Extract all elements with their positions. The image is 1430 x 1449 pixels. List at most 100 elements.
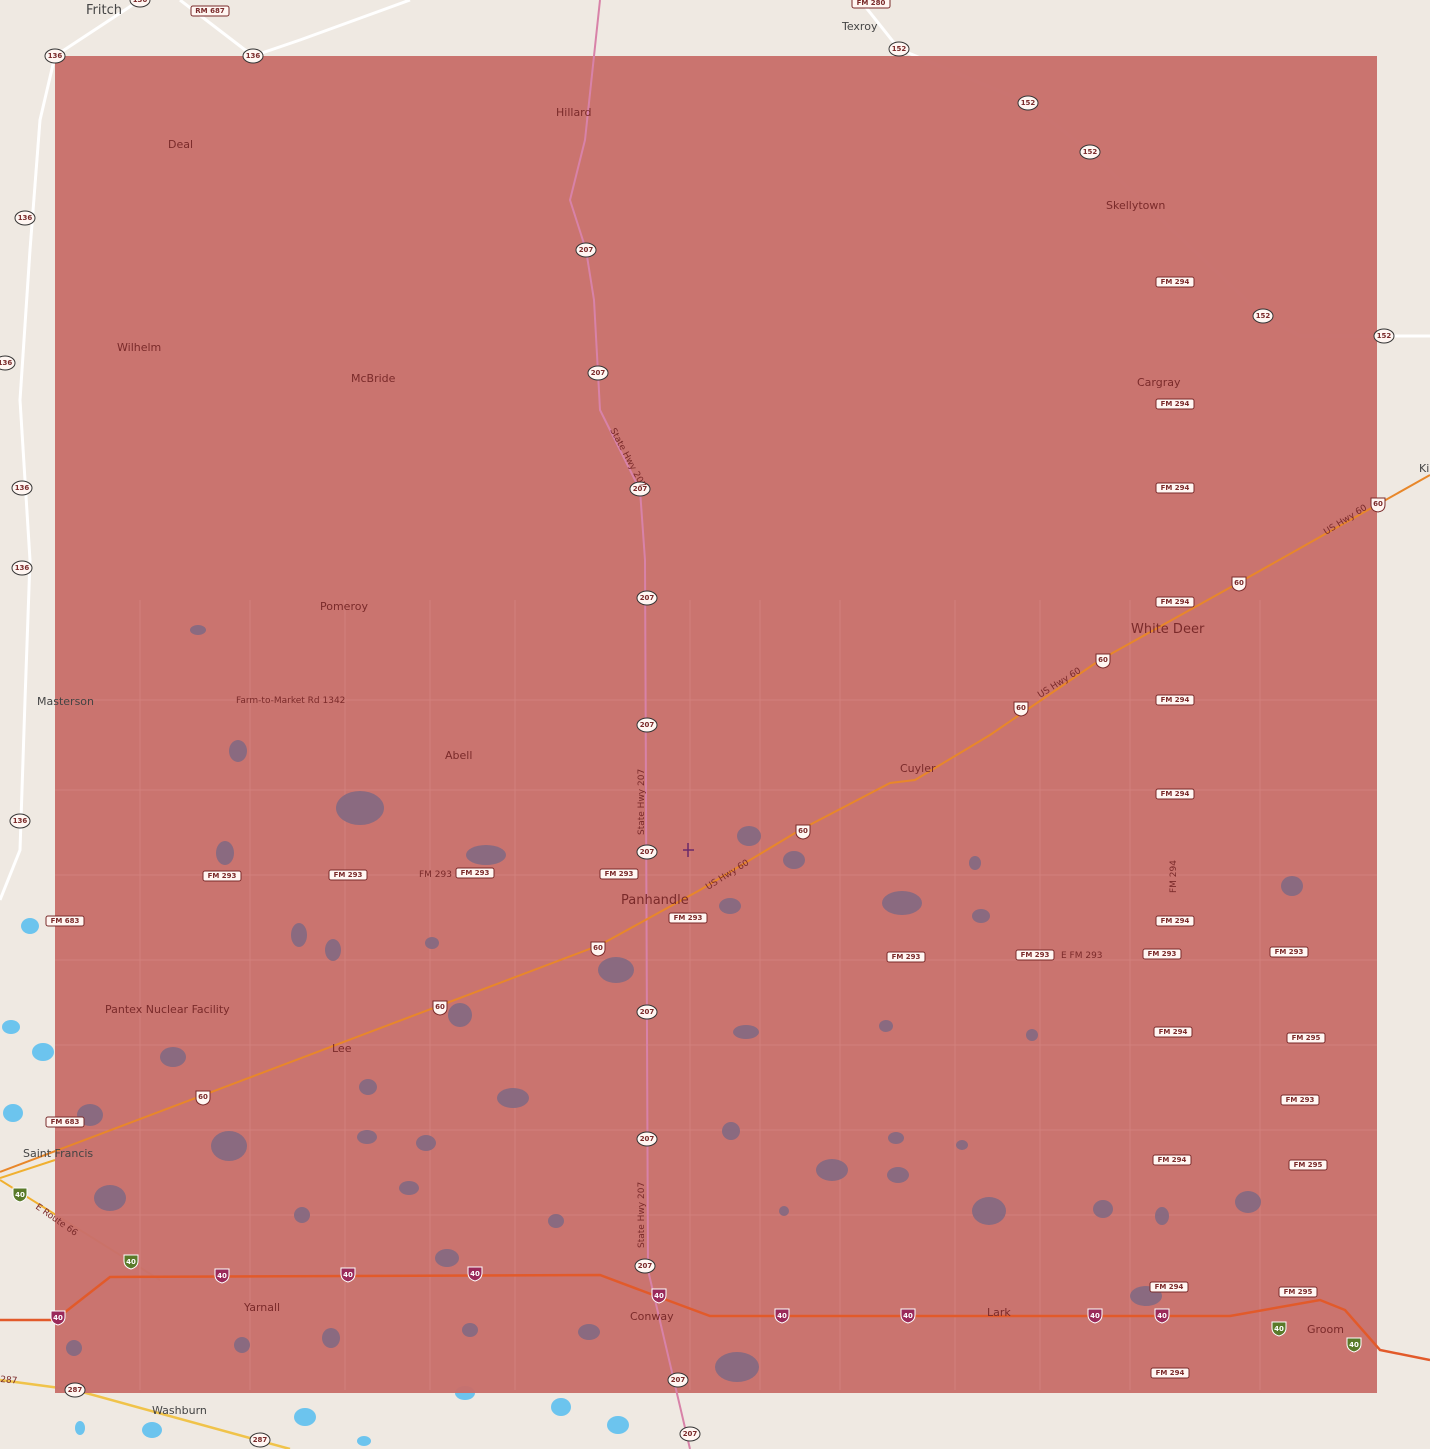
state-shield: 207 [667,1372,689,1388]
svg-text:40: 40 [53,1314,63,1322]
lake [548,1214,564,1228]
svg-text:60: 60 [798,827,808,835]
section-roads [55,600,1377,1390]
state-shield: 136 [0,355,16,371]
svg-text:136: 136 [246,52,261,60]
svg-text:207: 207 [633,485,648,493]
lake [322,1328,340,1348]
svg-text:FM 295: FM 295 [1294,1161,1323,1169]
lake [142,1422,162,1438]
interstate-shield: 40 [340,1267,356,1283]
svg-text:FM 293: FM 293 [892,953,921,961]
svg-text:FM 293: FM 293 [674,914,703,922]
lake [435,1249,459,1267]
fm-shield: FM 293 [886,951,926,963]
fm-shield: RM 687 [190,5,230,17]
svg-text:60: 60 [1098,656,1108,664]
svg-text:60: 60 [593,944,603,952]
place-label: Groom [1307,1323,1344,1336]
lake [719,898,741,914]
fm-shield: FM 294 [1155,915,1195,927]
fm-shield: FM 293 [1269,946,1309,958]
place-label: Lark [987,1306,1011,1319]
svg-text:FM 293: FM 293 [1021,951,1050,959]
state-shield: 207 [575,242,597,258]
lake [783,851,805,869]
svg-text:FM 280: FM 280 [857,0,886,7]
svg-text:FM 293: FM 293 [461,869,490,877]
lake [75,1421,85,1435]
lake [448,1003,472,1027]
road-label: State Hwy 207 [637,1182,647,1248]
lake [294,1207,310,1223]
lake [497,1088,529,1108]
state-shield: 207 [636,1004,658,1020]
water-inside [66,625,1303,1382]
lake [607,1416,629,1434]
svg-text:40: 40 [1274,1325,1284,1333]
lake [715,1352,759,1382]
svg-text:FM 683: FM 683 [51,1118,80,1126]
lake [733,1025,759,1039]
fm-shield: FM 293 [328,869,368,881]
state-shield: 136 [44,48,66,64]
lake [190,625,206,635]
place-label: Yarnall [243,1301,280,1314]
lake [211,1131,247,1161]
fm-shield: FM 683 [45,915,85,927]
svg-text:FM 294: FM 294 [1161,790,1190,798]
svg-text:FM 294: FM 294 [1158,1156,1187,1164]
place-label: Cuyler [900,762,936,775]
interstate-shield: 40 [50,1310,66,1326]
place-label: White Deer [1131,622,1205,637]
svg-text:40: 40 [343,1271,353,1279]
road-label: E FM 293 [1061,951,1103,961]
lake [291,923,307,947]
state-shield: 207 [634,1258,656,1274]
svg-text:207: 207 [579,246,594,254]
interstate-40 [0,1273,1430,1362]
svg-text:FM 294: FM 294 [1161,484,1190,492]
svg-text:40: 40 [903,1312,913,1320]
state-shield: 136 [11,480,33,496]
svg-text:FM 293: FM 293 [1275,948,1304,956]
lake [816,1159,848,1181]
interstate-shield: 40 [651,1288,667,1304]
road-label: State Hwy 207 [637,769,647,835]
state-shield: 136 [9,813,31,829]
lake [887,1167,909,1183]
svg-text:152: 152 [892,45,907,53]
state-shield: 152 [888,41,910,57]
svg-text:207: 207 [640,594,655,602]
svg-text:FM 293: FM 293 [1286,1096,1315,1104]
selection-overlay[interactable] [55,56,1377,1393]
svg-text:287: 287 [68,1386,83,1394]
lake [399,1181,419,1195]
lake [551,1398,571,1416]
svg-text:40: 40 [1349,1341,1359,1349]
svg-text:FM 293: FM 293 [605,870,634,878]
fm-shield: FM 294 [1149,1281,1189,1293]
fm-shield: FM 295 [1288,1159,1328,1171]
svg-text:FM 294: FM 294 [1156,1369,1185,1377]
airport-icon [683,843,694,857]
state-shield: 207 [636,1131,658,1147]
fm-shield: FM 294 [1153,1026,1193,1038]
svg-text:152: 152 [1256,312,1271,320]
interstate-shield: 40 [1154,1308,1170,1324]
svg-text:FM 294: FM 294 [1161,400,1190,408]
svg-text:207: 207 [638,1262,653,1270]
lake [416,1135,436,1151]
svg-text:FM 295: FM 295 [1284,1288,1313,1296]
us-hwy-60 [0,474,1430,1173]
svg-text:60: 60 [1373,500,1383,508]
svg-text:FM 293: FM 293 [1148,950,1177,958]
place-label: Abell [445,749,472,762]
svg-text:207: 207 [640,1008,655,1016]
place-label: Masterson [37,695,94,708]
place-label: Panhandle [621,893,689,908]
lake [1093,1200,1113,1218]
lake [234,1337,250,1353]
lake [722,1122,740,1140]
